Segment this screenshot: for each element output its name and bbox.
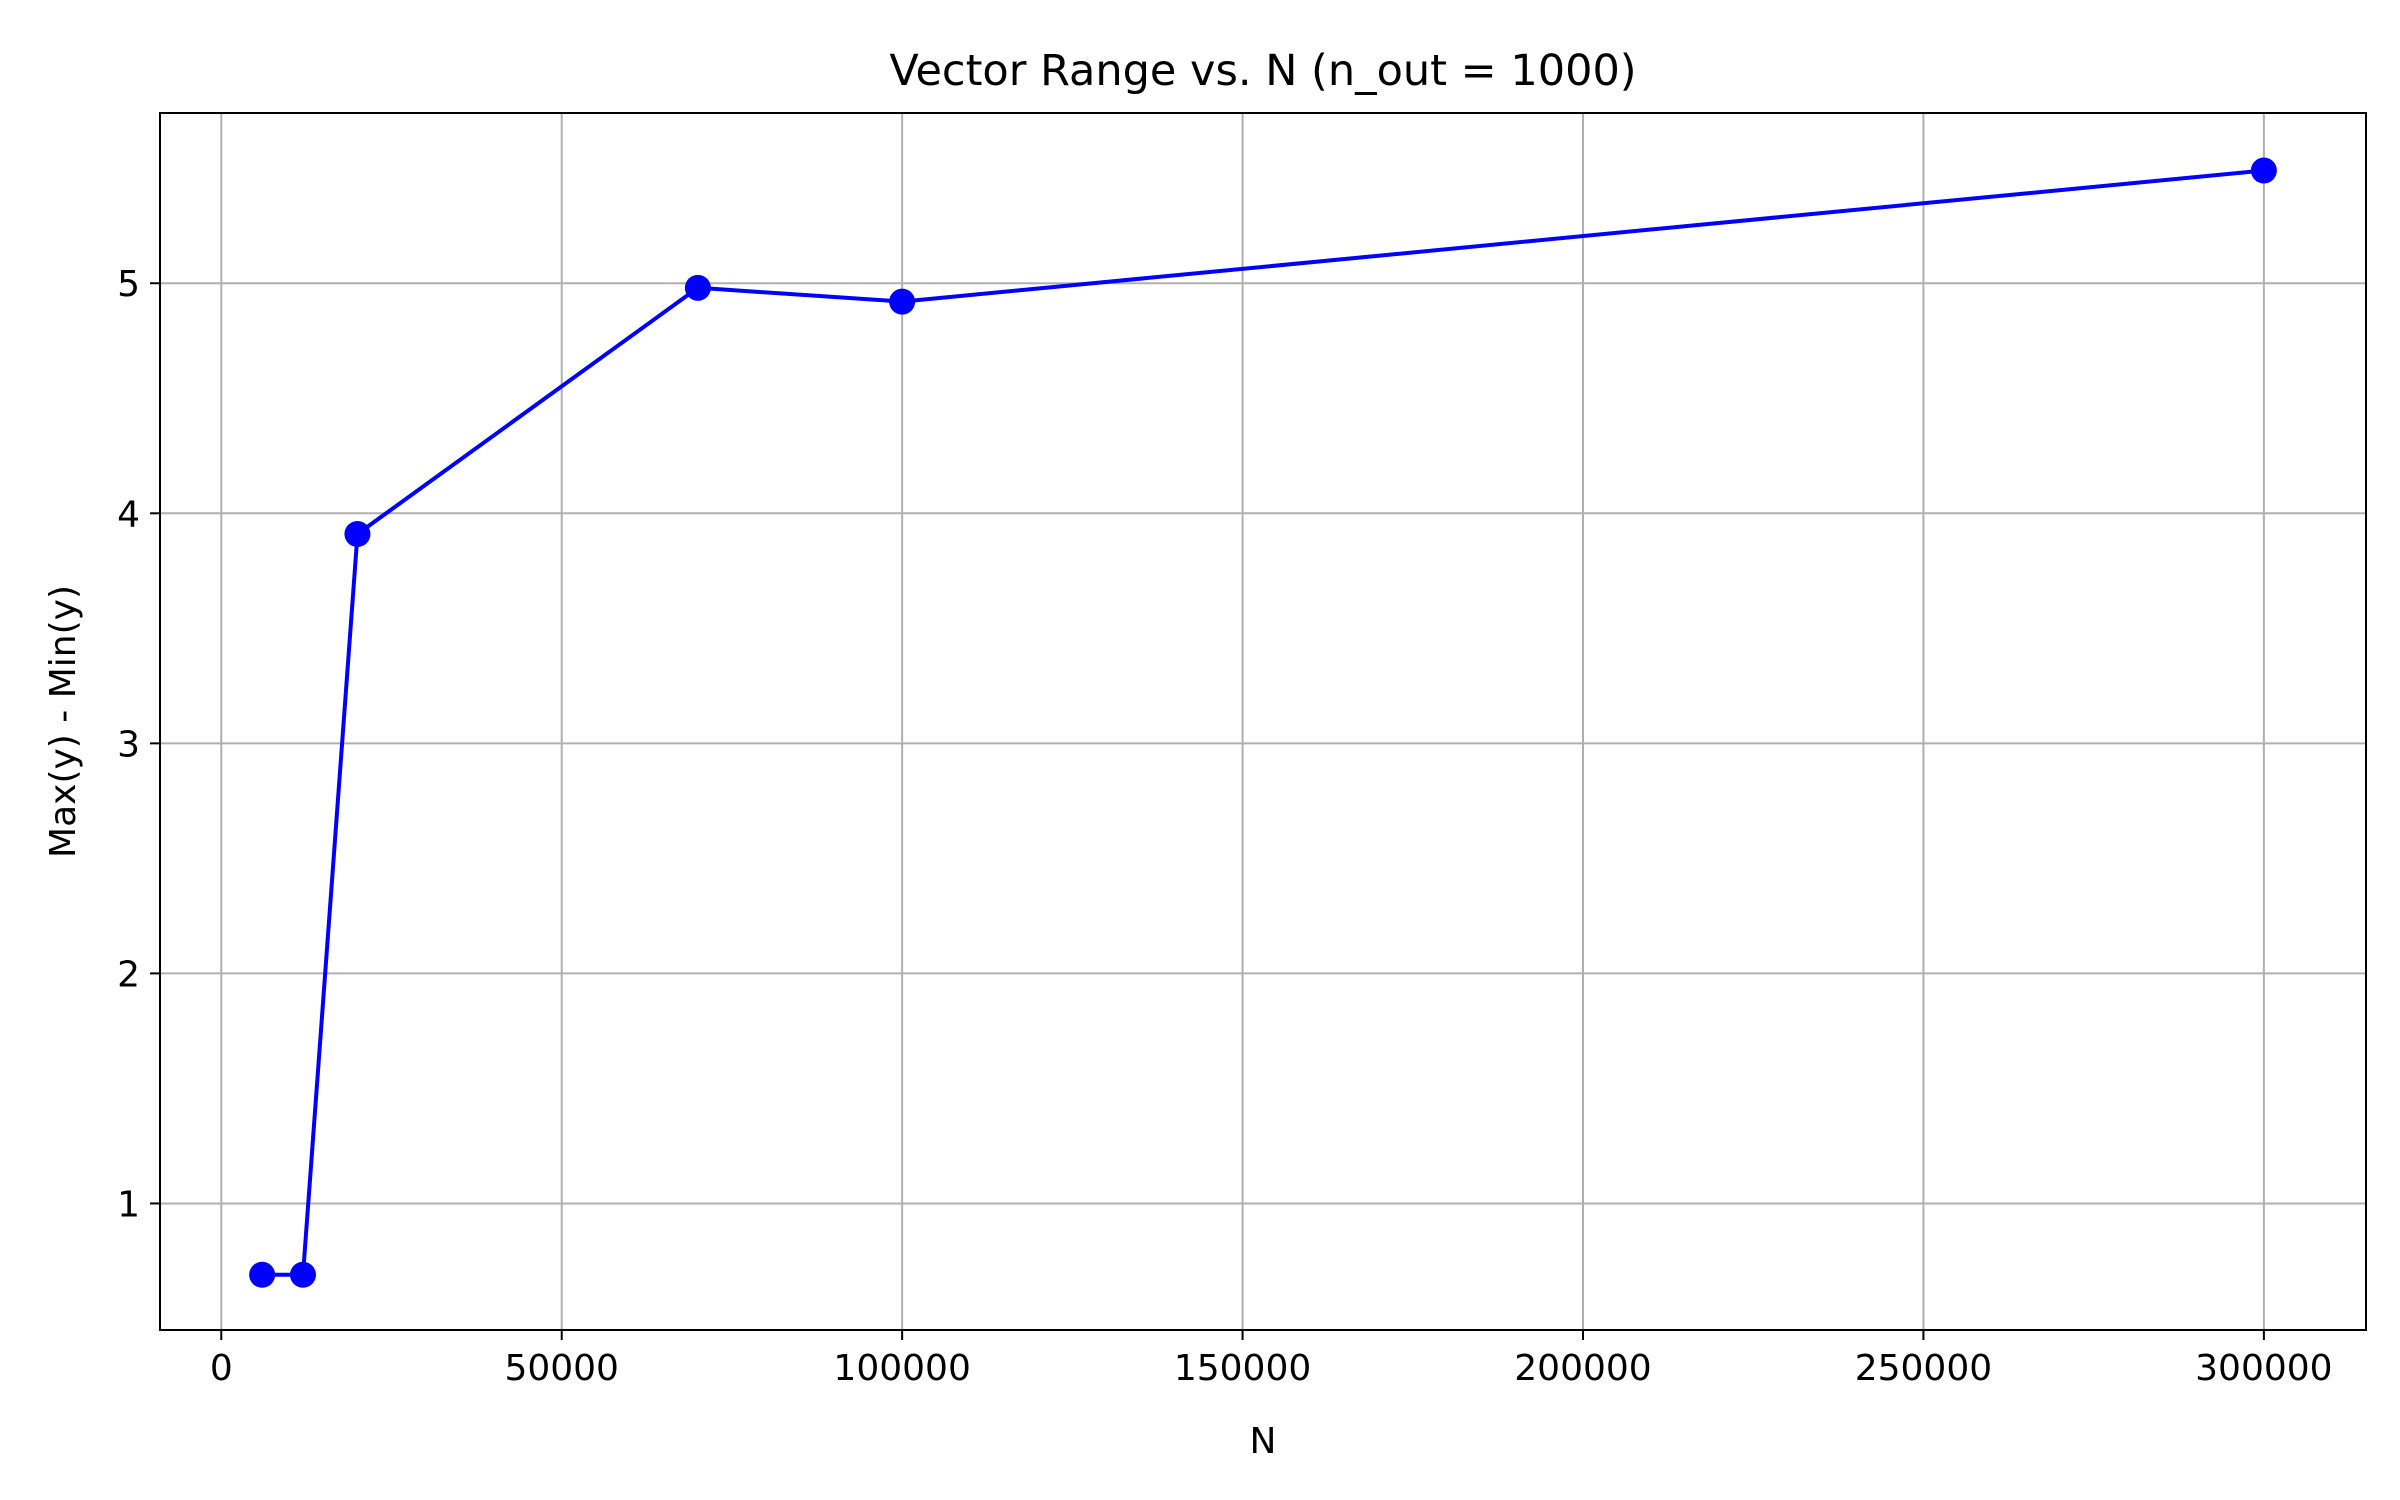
y-axis-label: Max(y) - Min(y) [43, 585, 84, 858]
x-tick-label: 150000 [1174, 1348, 1311, 1389]
grid [160, 113, 2366, 1330]
y-axis: 1 2 3 4 5 [117, 264, 160, 1225]
x-axis: 0 50000 100000 150000 200000 250000 300000 [210, 1330, 2333, 1389]
plot-frame [159, 112, 2367, 1331]
data-point [249, 1261, 276, 1288]
x-tick-label: 300000 [2195, 1348, 2332, 1389]
data-point [2250, 157, 2277, 184]
data-point [889, 288, 916, 315]
x-tick-label: 0 [210, 1348, 233, 1389]
data-point [684, 274, 711, 301]
y-tick-label: 4 [117, 494, 140, 535]
y-tick-label: 1 [117, 1184, 140, 1225]
y-tick-label: 5 [117, 264, 140, 305]
data-point [289, 1261, 316, 1288]
data-point [344, 521, 371, 548]
x-tick-label: 250000 [1855, 1348, 1992, 1389]
series-layer [249, 157, 2277, 1288]
y-tick-label: 3 [117, 724, 140, 765]
y-tick-label: 2 [117, 954, 140, 995]
chart-title: Vector Range vs. N (n_out = 1000) [889, 46, 1636, 96]
x-tick-label: 50000 [504, 1348, 619, 1389]
x-axis-label: N [1250, 1421, 1277, 1462]
x-tick-label: 100000 [833, 1348, 970, 1389]
x-tick-label: 200000 [1514, 1348, 1651, 1389]
